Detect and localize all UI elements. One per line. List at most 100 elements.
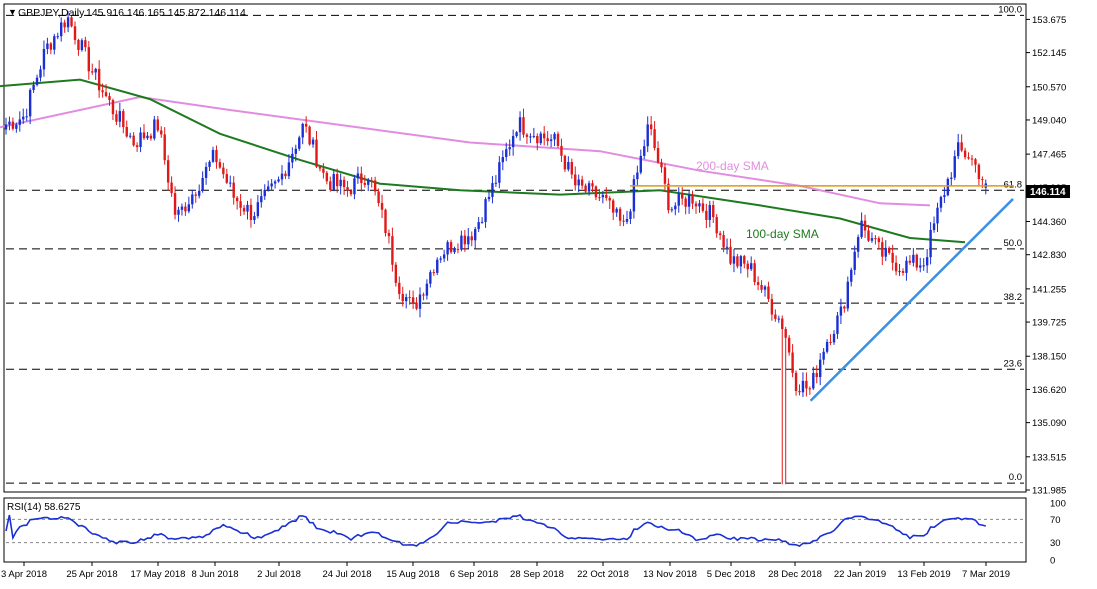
candle-body [442,254,446,259]
candle-body [691,194,694,204]
price-tick-label: 147.465 [1032,150,1066,161]
candle-body [315,139,318,167]
candle-body [925,257,929,266]
candle-body [111,100,115,115]
time-tick-label: 13 Nov 2018 [643,569,697,580]
candle-body [198,190,201,196]
candle-body [491,183,494,197]
candle-body [349,190,353,195]
candle-body [646,124,649,147]
price-tick-label: 138.150 [1032,352,1066,363]
candle-body [308,126,311,145]
candle-body [84,40,87,48]
candle-body [884,247,887,257]
candle-body [836,315,839,334]
time-tick-label: 24 Jul 2018 [322,569,371,580]
candle-body [791,352,794,373]
candle-body [532,135,536,137]
candle-body [298,137,301,149]
candle-body [218,162,222,168]
candle-body [484,199,487,222]
candle-body [353,178,356,195]
candle-body [725,246,729,248]
candle-body [467,236,470,245]
candle-body [87,47,90,72]
candle-body [204,166,208,178]
candle-body [180,206,184,210]
candle-body [508,147,511,150]
candle-body [660,162,663,168]
candle-body [687,194,691,207]
candle-body [939,196,943,208]
candle-body [377,191,380,203]
candle-body [549,139,553,142]
candle-body [563,155,567,170]
time-tick-label: 28 Sep 2018 [510,569,564,580]
candle-body [881,242,884,257]
candle-body [291,153,294,163]
candle-body [618,208,622,221]
candle-body [674,205,677,210]
candle-body [518,117,522,133]
candle-body [173,193,177,215]
candle-body [529,136,532,138]
candle-body [97,68,101,91]
candle-body [722,234,725,248]
candle-body [960,142,963,151]
candle-body [398,282,401,294]
chart-symbol-icon: ▼ [8,7,17,17]
candle-body [63,22,66,28]
candle-body [653,129,656,149]
candle-body [977,164,981,180]
rsi-label: RSI(14) 58.6275 [7,502,81,513]
candle-body [101,90,104,93]
candle-body [656,148,660,163]
chart-ohlc: 145.916 146.165 145.872 146.114 [86,7,246,19]
candle-body [411,297,415,303]
candle-body [632,179,636,212]
candle-body [253,216,256,221]
candle-body [822,351,825,360]
price-tick-label: 133.515 [1032,452,1066,463]
candle-body [694,203,698,207]
candle-body [256,202,260,217]
candle-body [850,269,853,282]
candle-body [8,121,11,125]
candle-body [53,36,56,50]
candle-body [380,202,384,210]
candle-body [191,194,194,205]
candle-body [498,162,501,183]
candle-body [815,373,818,378]
candle-body [77,39,80,50]
candle-body [304,123,308,127]
candle-body [346,187,349,191]
candle-body [739,256,743,267]
candle-body [104,92,108,97]
candle-body [391,236,394,265]
candle-body [360,173,363,183]
candle-body [432,272,435,274]
candle-body [28,89,32,117]
candle-body [781,318,784,330]
candle-body [301,123,304,138]
candle-body [194,194,197,196]
candle-body [943,195,946,197]
candle-body [915,254,918,268]
candle-body [705,210,708,220]
candle-body [367,180,370,185]
candle-body [18,119,21,125]
candle-body [135,145,139,148]
current-price-label: 146.114 [1030,187,1066,198]
candle-body [591,183,594,187]
candle-body [677,193,680,206]
candle-body [463,235,467,245]
rsi-pane-frame [3,497,1027,563]
candle-body [808,388,812,390]
candle-body [839,306,843,316]
candle-body [594,186,598,198]
candle-body [487,196,491,200]
candle-body [177,209,180,215]
candle-body [15,124,18,129]
